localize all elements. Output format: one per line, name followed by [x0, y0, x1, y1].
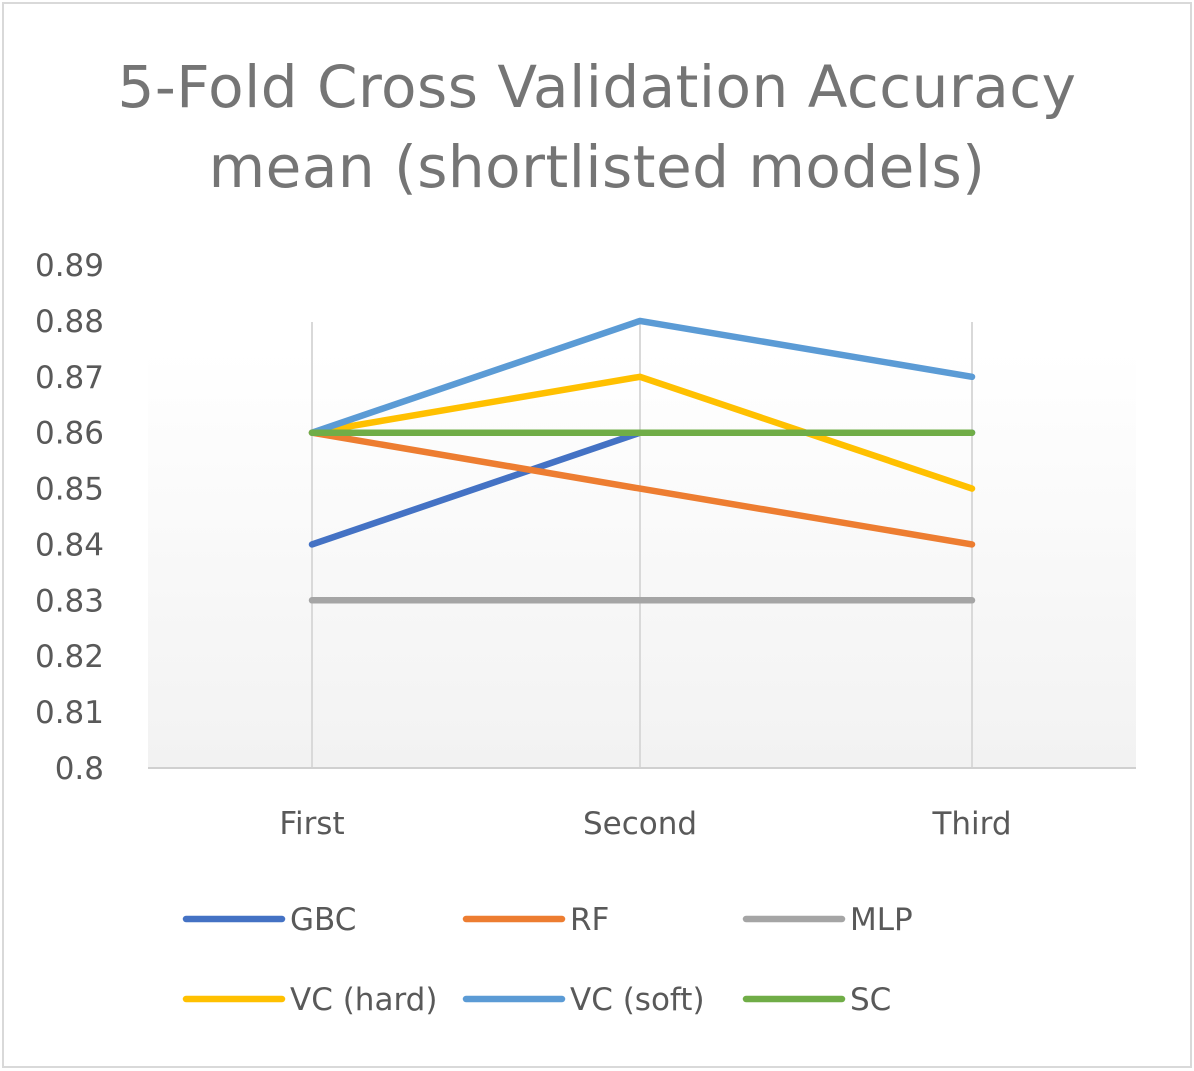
legend-label-mlp: MLP	[850, 902, 913, 938]
y-tick-label: 0.87	[35, 360, 104, 396]
y-tick-label: 0.82	[35, 639, 104, 675]
y-tick-label: 0.88	[35, 304, 104, 340]
y-tick-label: 0.84	[35, 527, 104, 563]
y-tick-label: 0.86	[35, 416, 104, 452]
y-tick-label: 0.83	[35, 583, 104, 619]
legend-label-vc-hard: VC (hard)	[290, 982, 437, 1018]
x-tick-label: First	[279, 806, 344, 842]
legend-label-gbc: GBC	[290, 902, 356, 938]
y-tick-label: 0.8	[55, 751, 104, 787]
legend-label-vc-soft: VC (soft)	[570, 982, 705, 1018]
chart-title-line-1: 5-Fold Cross Validation Accuracy	[117, 53, 1077, 121]
y-tick-label: 0.89	[35, 248, 104, 284]
x-tick-label: Second	[583, 806, 697, 842]
x-tick-label: Third	[931, 806, 1011, 842]
series-line-vc-hard	[308, 373, 976, 492]
legend-label-sc: SC	[850, 982, 891, 1018]
y-tick-label: 0.81	[35, 695, 104, 731]
series-line-vc-soft	[308, 317, 976, 436]
series-line-rf	[308, 429, 976, 548]
y-tick-label: 0.85	[35, 472, 104, 508]
chart-title-line-2: mean (shortlisted models)	[208, 133, 986, 201]
plot-area	[148, 350, 1136, 768]
legend-label-rf: RF	[570, 902, 609, 938]
